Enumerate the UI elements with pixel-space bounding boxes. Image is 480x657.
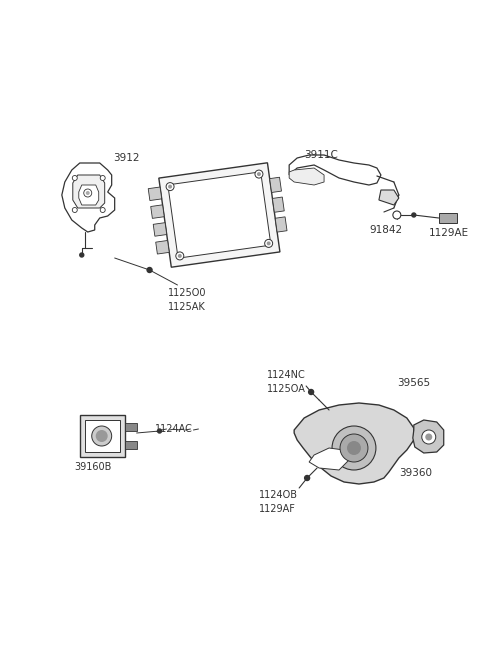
Circle shape: [267, 241, 271, 246]
Text: 1124NC: 1124NC: [267, 370, 306, 380]
Circle shape: [257, 172, 261, 176]
Text: 39360: 39360: [399, 468, 432, 478]
Circle shape: [72, 175, 77, 181]
Text: 39565: 39565: [397, 378, 430, 388]
Circle shape: [100, 208, 105, 212]
Circle shape: [96, 430, 108, 442]
Polygon shape: [275, 217, 287, 232]
Circle shape: [393, 211, 401, 219]
Text: 1124OB: 1124OB: [259, 490, 298, 500]
Circle shape: [100, 175, 105, 181]
Circle shape: [425, 434, 432, 440]
Circle shape: [168, 185, 172, 189]
Text: 1129AF: 1129AF: [259, 504, 296, 514]
Circle shape: [412, 213, 416, 217]
Bar: [125, 441, 137, 449]
Circle shape: [92, 426, 112, 446]
Circle shape: [157, 429, 162, 433]
Circle shape: [347, 441, 361, 455]
Polygon shape: [159, 163, 280, 267]
Polygon shape: [168, 172, 271, 258]
Circle shape: [332, 426, 376, 470]
Text: 1129AE: 1129AE: [429, 228, 469, 238]
Circle shape: [86, 191, 90, 195]
Polygon shape: [73, 175, 105, 208]
Polygon shape: [289, 155, 381, 185]
Polygon shape: [289, 168, 324, 185]
Circle shape: [309, 390, 313, 394]
Polygon shape: [270, 177, 281, 193]
Circle shape: [80, 253, 84, 257]
Polygon shape: [79, 185, 99, 205]
Circle shape: [176, 252, 184, 260]
Polygon shape: [153, 223, 167, 237]
Bar: [439, 213, 456, 223]
Circle shape: [305, 476, 310, 480]
Bar: [80, 415, 125, 457]
Text: 1125O0: 1125O0: [168, 288, 206, 298]
Polygon shape: [294, 403, 414, 484]
Polygon shape: [156, 240, 169, 254]
Circle shape: [72, 208, 77, 212]
Circle shape: [84, 189, 92, 197]
Text: 3911C: 3911C: [304, 150, 338, 160]
Polygon shape: [62, 163, 115, 232]
Text: 1125OA: 1125OA: [267, 384, 306, 394]
Text: 1125AK: 1125AK: [168, 302, 205, 312]
Polygon shape: [148, 187, 162, 200]
Circle shape: [255, 170, 263, 178]
Circle shape: [147, 267, 152, 273]
Circle shape: [264, 239, 273, 248]
Bar: [125, 423, 137, 431]
Bar: [85, 420, 120, 452]
Circle shape: [422, 430, 436, 444]
Text: 3912: 3912: [113, 153, 139, 163]
Circle shape: [340, 434, 368, 462]
Polygon shape: [379, 190, 399, 205]
Circle shape: [166, 183, 174, 191]
Text: 1124AC: 1124AC: [155, 424, 192, 434]
Polygon shape: [413, 420, 444, 453]
Text: 91842: 91842: [369, 225, 402, 235]
Polygon shape: [151, 205, 164, 218]
Text: 39160B: 39160B: [75, 462, 112, 472]
Circle shape: [178, 254, 182, 258]
Polygon shape: [309, 448, 349, 470]
Polygon shape: [273, 197, 284, 212]
